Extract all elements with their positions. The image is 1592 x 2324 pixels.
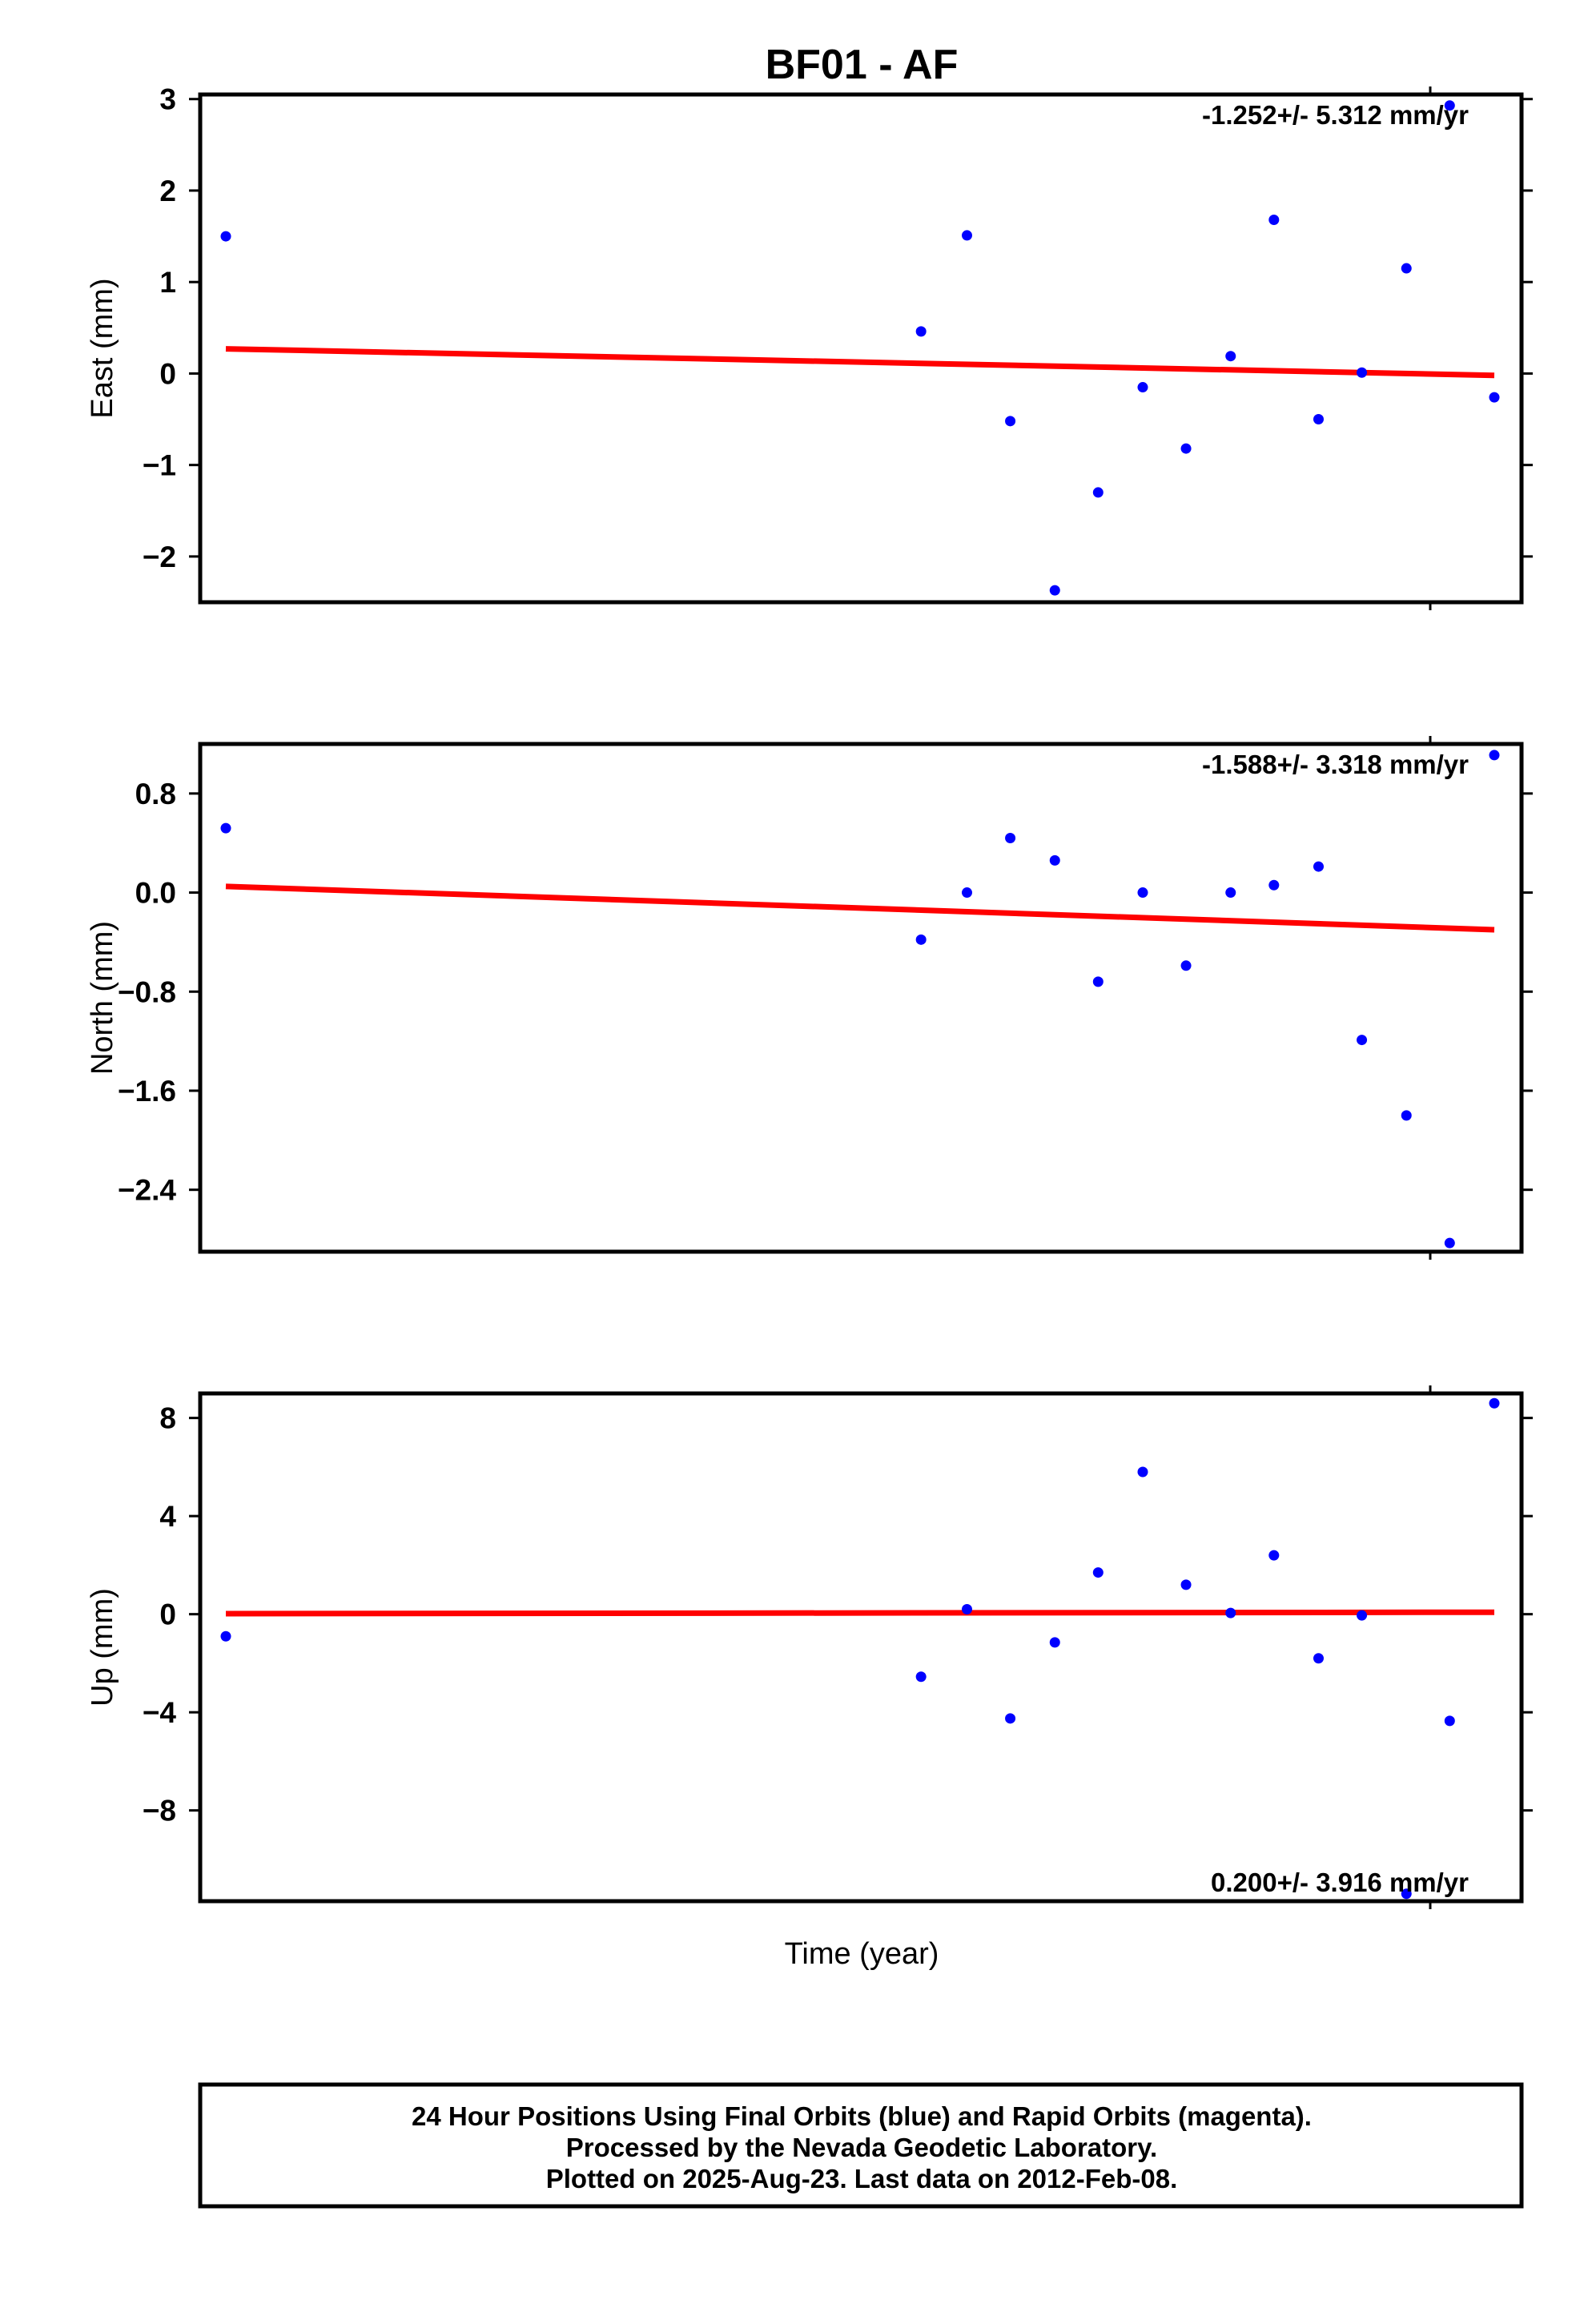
up-trend-line: [225, 1609, 1495, 1617]
north-ytick-label: 0.0: [135, 877, 176, 910]
north-data-point: [1489, 750, 1500, 761]
north-data-point: [1268, 879, 1280, 891]
north-rate-label: -1.588+/- 3.318 mm/yr: [1202, 750, 1469, 779]
east-ytick-label: 3: [159, 83, 176, 116]
north-data-point: [1137, 887, 1148, 899]
up-ytick-label: −4: [143, 1696, 177, 1729]
up-data-point: [1401, 1888, 1412, 1900]
up-y-axis-label: Up (mm): [86, 1588, 119, 1707]
east-rate-label: -1.252+/- 5.312 mm/yr: [1202, 100, 1469, 130]
north-data-point: [915, 934, 927, 945]
up-data-point: [1092, 1567, 1104, 1578]
north-plot-frame: [198, 742, 1524, 1254]
east-ytick-label: 0: [159, 357, 176, 390]
up-data-point: [1005, 1713, 1016, 1724]
up-ytick-label: 8: [159, 1402, 176, 1435]
east-data-point: [1357, 367, 1368, 378]
east-panel: 3 2 1 0 −1 −2 East (mm) -1.252+/- 5.312 mm/yr: [86, 83, 1533, 610]
north-data-point: [1180, 960, 1192, 971]
up-data-point: [962, 1604, 973, 1615]
up-panel: 8 4 0 −4 −8 Up (mm) 0.200+/- 3.916 mm/yr: [86, 1385, 1533, 1909]
east-data-point: [1137, 382, 1148, 393]
east-plot-frame: [198, 92, 1524, 605]
up-data-point: [1049, 1637, 1060, 1648]
north-ytick-label: −2.4: [118, 1174, 176, 1207]
up-data-point: [1180, 1579, 1192, 1590]
north-y-axis-label: North (mm): [86, 921, 119, 1075]
up-plot-frame: [198, 1391, 1524, 1904]
chart-title: BF01 - AF: [766, 42, 959, 88]
up-rate-label: 0.200+/- 3.916 mm/yr: [1211, 1868, 1469, 1897]
east-data-point: [962, 230, 973, 241]
east-data-point: [1401, 263, 1412, 274]
up-ytick-label: 0: [159, 1598, 176, 1631]
north-data-point: [1225, 887, 1236, 899]
north-data-point: [1092, 976, 1104, 987]
up-data-point: [220, 1630, 231, 1642]
footer-line-2: Processed by the Nevada Geodetic Laborat…: [566, 2133, 1157, 2162]
north-data-point: [1049, 854, 1060, 866]
east-data-point: [1049, 585, 1060, 596]
footer-box: [198, 2082, 1524, 2209]
up-data-point: [1268, 1550, 1280, 1561]
footer-line-3: Plotted on 2025-Aug-23. Last data on 201…: [546, 2164, 1178, 2193]
east-ytick-label: 1: [159, 266, 176, 299]
east-data-point: [1005, 416, 1016, 427]
east-data-point: [915, 326, 927, 337]
east-ytick-label: −1: [143, 449, 176, 482]
north-ytick-label: −0.8: [118, 975, 176, 1008]
north-ytick-label: −1.6: [118, 1075, 176, 1108]
east-data-point: [1092, 487, 1104, 498]
east-ytick-label: 2: [159, 175, 176, 207]
east-data-point: [220, 231, 231, 242]
north-data-point: [220, 822, 231, 834]
up-data-point: [1444, 1715, 1455, 1727]
north-data-point: [1313, 861, 1325, 872]
north-data-point: [1444, 1237, 1455, 1248]
north-data-point: [1357, 1035, 1368, 1046]
up-data-point: [1225, 1607, 1236, 1618]
north-panel: 0.8 0.0 −0.8 −1.6 −2.4 North (mm) -1.588+/- 3.…: [86, 736, 1533, 1260]
north-data-point: [962, 887, 973, 899]
x-axis-label: Time (year): [785, 1937, 939, 1971]
north-data-point: [1005, 833, 1016, 844]
east-data-point: [1268, 215, 1280, 226]
east-data-point: [1489, 392, 1500, 403]
up-ytick-label: 4: [159, 1500, 176, 1533]
up-data-point: [1313, 1653, 1325, 1664]
east-ytick-label: −2: [143, 541, 176, 573]
footer-line-1: 24 Hour Positions Using Final Orbits (bl…: [412, 2101, 1312, 2131]
up-data-point: [1489, 1397, 1500, 1409]
north-trend-line: [225, 883, 1495, 933]
up-data-point: [915, 1671, 927, 1683]
east-y-axis-label: East (mm): [86, 278, 119, 418]
east-trend-line: [225, 346, 1495, 379]
up-data-point: [1137, 1466, 1148, 1478]
up-ytick-label: −8: [143, 1795, 176, 1827]
up-data-point: [1357, 1610, 1368, 1621]
east-data-point: [1313, 414, 1325, 425]
east-data-point: [1444, 100, 1455, 111]
east-data-point: [1225, 351, 1236, 362]
east-data-point: [1180, 443, 1192, 454]
north-ytick-label: 0.8: [135, 778, 176, 810]
north-data-point: [1401, 1110, 1412, 1121]
